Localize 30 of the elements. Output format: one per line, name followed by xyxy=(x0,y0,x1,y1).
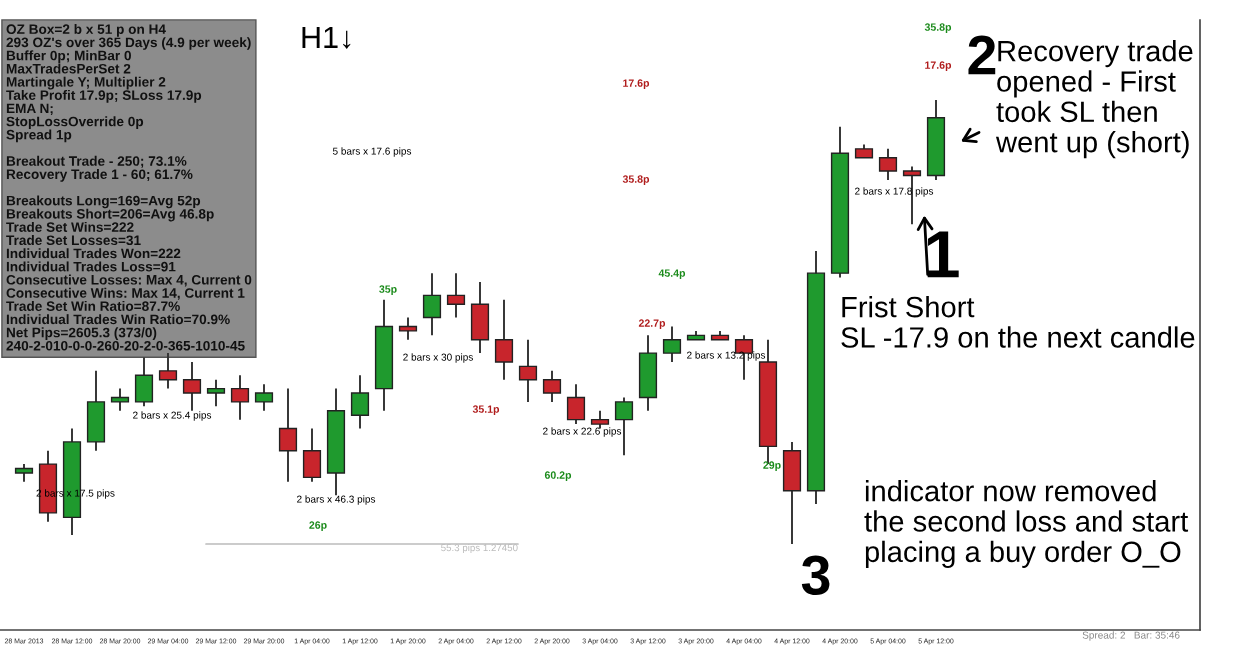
candlestick xyxy=(446,272,466,319)
candlestick xyxy=(302,427,322,483)
candlestick xyxy=(422,272,442,337)
text: 2 xyxy=(968,35,996,75)
candlestick xyxy=(782,440,802,545)
text: 3 xyxy=(801,555,830,595)
candlestick xyxy=(638,334,658,412)
annotation: 1 xyxy=(927,231,959,278)
annotation: Frist Short SL -17.9 on the next candle xyxy=(841,296,1195,348)
annotation: indicator now removed the second loss and start placing a buy order O_O xyxy=(864,480,1189,568)
candlestick xyxy=(878,147,898,181)
candlestick xyxy=(230,374,250,421)
candlestick xyxy=(254,383,274,412)
candlestick xyxy=(158,352,178,390)
candlestick xyxy=(566,383,586,426)
candlestick xyxy=(518,338,538,403)
candlestick xyxy=(470,281,490,355)
text: Recovery trade opened - First took SL then went up (short) xyxy=(995,40,1193,159)
candlestick xyxy=(662,325,682,363)
candlestick xyxy=(86,369,106,452)
candlestick xyxy=(182,360,202,412)
candlestick xyxy=(110,387,130,412)
candlestick xyxy=(278,387,298,483)
candlestick xyxy=(542,369,562,403)
candlestick xyxy=(494,298,514,381)
candlestick xyxy=(134,356,154,408)
candlestick xyxy=(350,374,370,430)
candlestick xyxy=(206,378,226,408)
candlestick xyxy=(398,316,418,341)
text: H1↓ xyxy=(302,26,351,49)
